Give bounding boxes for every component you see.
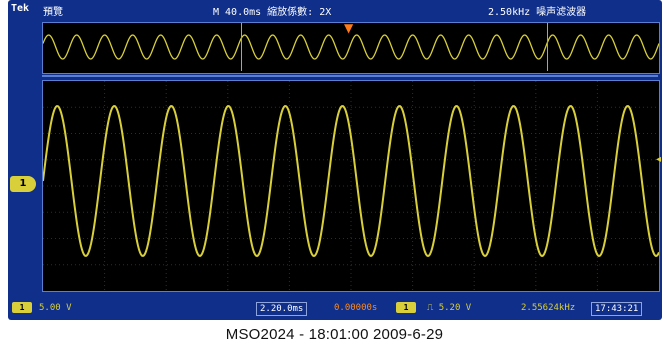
zoom-offset-readout: 0.00000s [334,303,378,313]
frequency-readout: 2.50kHz 噪声滤波器 [488,7,587,18]
timebase-readout: M 40.0ms 縮放係數: 2X [213,7,332,18]
bottom-status-bar: 1 5.00 V 2.20.0ms 0.00000s 1 ⎍ 5.20 V 2.… [8,298,662,318]
overview-trace-svg [42,34,660,60]
trigger-level-marker[interactable]: ◂ [656,154,662,165]
main-waveform-window [42,80,660,292]
channel-1-marker[interactable]: 1 [10,176,36,192]
mode-label: 預覽 [43,7,63,18]
main-trace [42,104,660,258]
clock-readout: 17:43:21 [591,302,643,316]
caption: MSO2024 - 18:01:00 2009-6-29 [225,326,444,343]
ch1-badge: 1 [12,302,32,313]
trigger-level-readout: ⎍ 5.20 V [427,303,472,313]
oscilloscope-screen: Tek 預覽 M 40.0ms 縮放係數: 2X 2.50kHz 噪声滤波器 ▼… [8,0,662,320]
window-divider [42,75,658,77]
zoom-box[interactable] [241,23,548,71]
trigger-frequency-readout: 2.55624kHz [521,303,576,313]
main-trace-svg [42,81,660,291]
brand-logo: Tek [11,3,30,14]
overview-window [42,22,660,74]
ch1-scale-readout: 5.00 V [39,303,72,313]
overview-trigger-marker: ▼ [344,21,354,35]
trigger-badge: 1 [396,302,416,313]
top-status-bar: Tek 預覽 M 40.0ms 縮放係數: 2X 2.50kHz 噪声滤波器 [8,0,662,20]
overview-trace [42,34,660,60]
zoom-time-readout: 2.20.0ms [256,302,308,316]
